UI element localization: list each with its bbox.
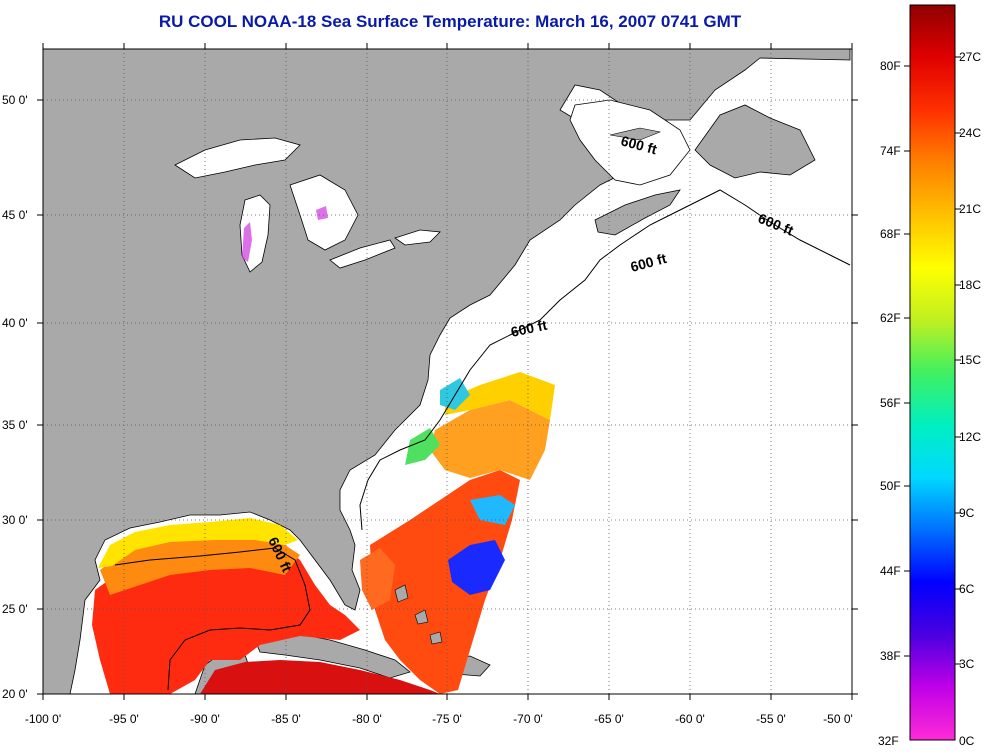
sst-gulf-orange [100,540,300,595]
temp-c-label: 0C [959,734,975,748]
lake-michigan-sst [242,222,252,262]
sst-atlantic-swath [370,470,520,694]
lake-ontario [394,229,441,246]
sst-gulf-warm [92,545,360,694]
colorbar-fahrenheit-labels: 80F 74F 68F 62F 56F 50F 44F 38F 32F [878,59,901,748]
sst-atlantic-yellow [445,372,555,420]
colorbar-celsius-labels: 27C 24C 21C 18C 15C 12C 9C 6C 3C 0C [959,50,981,748]
temp-c-label: 18C [959,278,981,292]
lat-label: 40 0' [2,316,28,330]
latitude-axis [37,99,858,695]
temp-f-label: 38F [880,649,901,663]
lon-label: -55 0' [756,712,786,726]
temp-c-label: 9C [959,506,975,520]
bathymetry-label-4: 600 ft [509,317,548,340]
lon-label: -70 0' [513,712,543,726]
lon-label: -60 0' [675,712,705,726]
lat-label: 45 0' [2,208,28,222]
sst-caribbean-deep [200,660,440,694]
lat-label: 20 0' [2,687,28,701]
temp-f-label: 44F [880,564,901,578]
sst-eddy-cyan [470,495,515,525]
land-bahamas [394,584,443,645]
colorbar [909,4,956,741]
longitude-labels: -100 0' -95 0' -90 0' -85 0' -80 0' -75 … [25,712,853,726]
longitude-axis [42,43,853,700]
lat-label: 35 0' [2,418,28,432]
sst-atlantic-orange [430,400,550,480]
temp-f-label: 80F [880,59,901,73]
lon-label: -65 0' [594,712,624,726]
sst-gulf-stream-cool [448,540,505,595]
lat-label: 25 0' [2,602,28,616]
temp-f-label: 56F [880,396,901,410]
temp-c-label: 6C [959,582,975,596]
lon-label: -50 0' [823,712,853,726]
bathymetry-contour-600ft [359,189,851,531]
sst-gulf-yellow [98,518,298,568]
sst-shelf-green [405,428,440,465]
temp-c-label: 21C [959,202,981,216]
lat-label: 50 0' [2,93,28,107]
temp-c-label: 27C [959,50,981,64]
temp-c-label: 12C [959,430,981,444]
sst-florida-shelf [360,548,395,610]
lon-label: -85 0' [271,712,301,726]
sst-shelf-cold [440,378,470,410]
colorbar-ticks [904,56,961,665]
lon-label: -100 0' [25,712,61,726]
lon-label: -95 0' [109,712,139,726]
map-title: RU COOL NOAA-18 Sea Surface Temperature:… [158,12,742,31]
land-cuba [254,631,411,679]
lon-label: -80 0' [352,712,382,726]
lat-label: 30 0' [2,513,28,527]
latitude-labels: 50 0' 45 0' 40 0' 35 0' 30 0' 25 0' 20 0… [2,93,28,701]
lake-superior [174,137,301,179]
temp-f-label: 32F [878,734,899,748]
temp-c-label: 3C [959,657,975,671]
temp-c-label: 15C [959,353,981,367]
temp-f-label: 62F [880,311,901,325]
lake-huron-sst [316,206,328,220]
temp-f-label: 68F [880,227,901,241]
map-grid [43,49,852,694]
land-nova-scotia [594,189,681,236]
bathymetry-contour-gulf [114,547,311,691]
land-anticosti [609,127,662,141]
gulf-st-lawrence [569,99,691,186]
temp-f-label: 50F [880,479,901,493]
lake-erie [329,239,396,269]
temp-f-label: 74F [880,144,901,158]
lon-label: -90 0' [190,712,220,726]
lon-label: -75 0' [432,712,462,726]
land-newfoundland [694,104,816,179]
temp-c-label: 24C [959,126,981,140]
